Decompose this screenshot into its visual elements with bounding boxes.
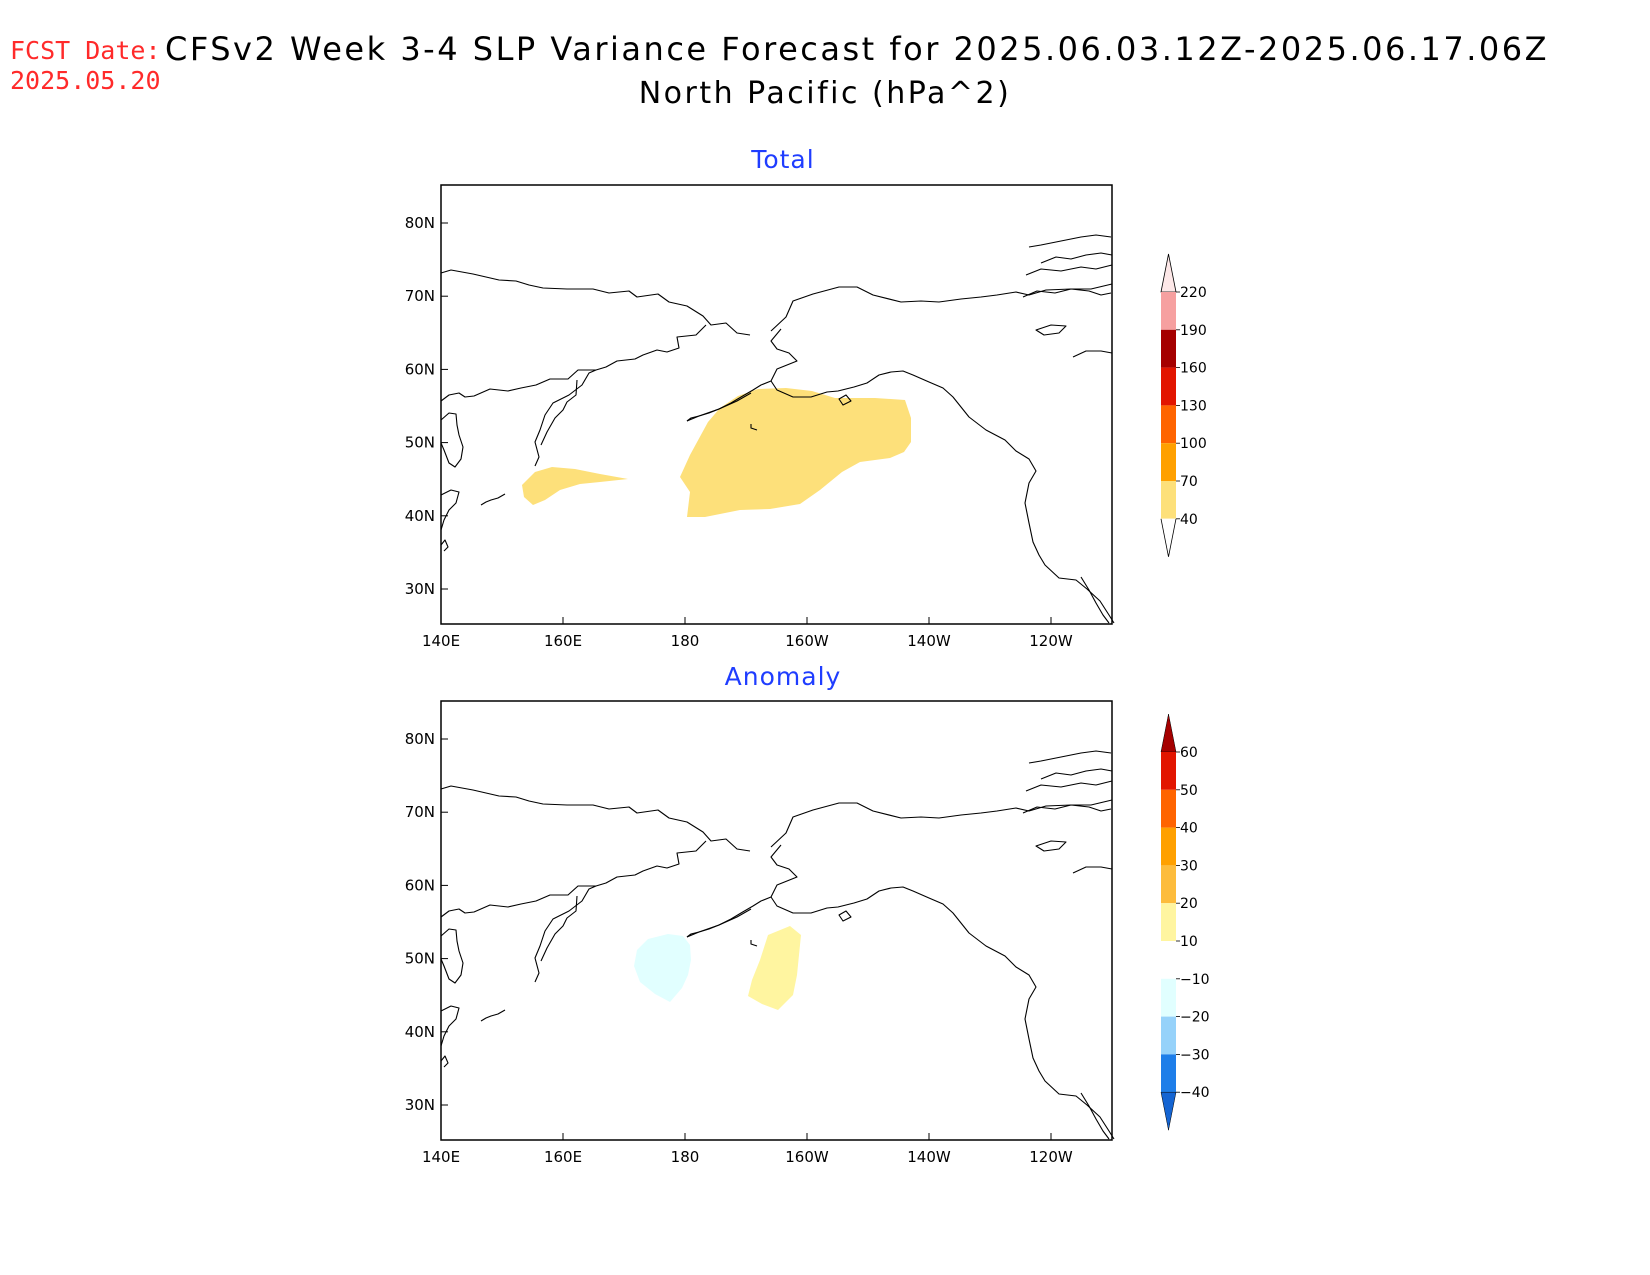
forecast-date-label: FCST Date: [10, 36, 161, 65]
lat-label-anomaly: 70N [405, 803, 435, 821]
colorbar-anomaly-label: 60 [1180, 745, 1198, 761]
panel-title-anomaly: Anomaly [725, 662, 842, 691]
lon-label-total: 140E [422, 632, 460, 650]
colorbar-anomaly-label: 20 [1180, 896, 1198, 912]
colorbar-total-label: 40 [1180, 512, 1198, 528]
shade-region-anomaly-positive [748, 926, 801, 1010]
colorbar-total-swatch [1161, 443, 1176, 481]
colorbar-anomaly-swatch [1161, 789, 1176, 828]
panel-title-total: Total [750, 145, 814, 174]
colorbar-total-label: 160 [1180, 361, 1207, 377]
lon-label-total: 120W [1029, 632, 1073, 650]
colorbar-anomaly-swatch [1161, 941, 1176, 979]
lat-label-total: 40N [405, 507, 435, 525]
lat-label-total: 50N [405, 434, 435, 452]
lon-label-anomaly: 160W [785, 1148, 829, 1166]
axis-ticks-anomaly: 80N 70N 60N 50N 40N 30N 140E 160E 180 160W 140W 120… [405, 730, 1073, 1166]
lat-label-anomaly: 40N [405, 1023, 435, 1041]
lon-label-total: 180 [671, 632, 700, 650]
colorbar-total-lower-arrow [1160, 518, 1177, 557]
panel-anomaly: Anomaly 80N 70N 60N 50N 40N 30N 140E 160E 180 160… [405, 662, 1115, 1166]
map-border-total [440, 184, 1113, 625]
colorbar-total-label: 130 [1180, 398, 1207, 414]
lat-label-total: 70N [405, 287, 435, 305]
map-border-anomaly [440, 700, 1113, 1141]
colorbar-total-label: 100 [1180, 436, 1207, 452]
shade-region-anomaly-negative [634, 934, 691, 1002]
lat-label-anomaly: 60N [405, 876, 435, 894]
lon-label-anomaly: 140W [907, 1148, 951, 1166]
colorbar-anomaly-label: −20 [1180, 1010, 1210, 1026]
lon-label-anomaly: 140E [422, 1148, 460, 1166]
colorbar-anomaly-label: −40 [1180, 1085, 1210, 1101]
colorbar-anomaly-upper-arrow [1160, 713, 1177, 753]
page-subtitle: North Pacific (hPa^2) [638, 76, 1012, 111]
colorbar-anomaly-label: −10 [1180, 972, 1210, 988]
colorbar-anomaly-label: 40 [1180, 821, 1198, 837]
lat-label-total: 80N [405, 214, 435, 232]
colorbar-total-swatch [1161, 481, 1176, 519]
colorbar-anomaly-label: 10 [1180, 934, 1198, 950]
shade-region-total-west [522, 467, 628, 505]
colorbar-total-swatch [1161, 405, 1176, 444]
lat-label-total: 30N [405, 580, 435, 598]
colorbar-total: 220 190 160 130 100 70 40 [1160, 253, 1207, 557]
lon-label-total: 140W [907, 632, 951, 650]
colorbar-anomaly-label: 50 [1180, 783, 1198, 799]
lat-label-anomaly: 30N [405, 1096, 435, 1114]
shade-region-total-main [680, 388, 911, 517]
lon-label-anomaly: 120W [1029, 1148, 1073, 1166]
shading-total [522, 388, 911, 517]
map-frame-anomaly [441, 701, 1112, 1140]
colorbar-total-label: 220 [1180, 285, 1207, 301]
colorbar-anomaly: 60 50 40 30 20 10 −10 −20 −30 −40 [1160, 713, 1210, 1131]
colorbar-anomaly-swatch [1161, 827, 1176, 866]
colorbar-total-swatch [1161, 292, 1176, 330]
colorbar-total-label: 70 [1180, 474, 1198, 490]
lat-label-anomaly: 50N [405, 950, 435, 968]
colorbar-anomaly-label: −30 [1180, 1047, 1210, 1063]
colorbar-anomaly-swatch [1161, 1054, 1176, 1093]
colorbar-total-upper-arrow [1160, 253, 1177, 293]
colorbar-total-swatch [1161, 329, 1176, 368]
lon-label-total: 160W [785, 632, 829, 650]
lat-label-total: 60N [405, 360, 435, 378]
page-title: CFSv2 Week 3-4 SLP Variance Forecast for… [165, 30, 1550, 68]
colorbar-anomaly-swatch [1161, 752, 1176, 790]
lon-label-anomaly: 160E [544, 1148, 582, 1166]
forecast-date-value: 2025.05.20 [10, 66, 161, 95]
lon-label-anomaly: 180 [671, 1148, 700, 1166]
lon-label-total: 160E [544, 632, 582, 650]
shading-anomaly [634, 926, 801, 1010]
forecast-date: FCST Date: 2025.05.20 [10, 36, 161, 96]
colorbar-anomaly-swatch [1161, 1016, 1176, 1055]
axis-ticks-total: 80N 70N 60N 50N 40N 30N 140E 160E 180 160W 140W 120… [405, 214, 1073, 650]
colorbar-anomaly-swatch [1161, 903, 1176, 941]
colorbar-total-label: 190 [1180, 323, 1207, 339]
colorbar-anomaly-lower-arrow [1160, 1091, 1177, 1131]
panel-total: Total 80N 70N 60N 50N 40N 30N 140E 160E 180 160W 1… [405, 145, 1115, 650]
colorbar-total-swatch [1161, 367, 1176, 406]
lat-label-anomaly: 80N [405, 730, 435, 748]
colorbar-anomaly-label: 30 [1180, 858, 1198, 874]
colorbar-anomaly-swatch [1161, 865, 1176, 904]
colorbar-anomaly-swatch [1161, 978, 1176, 1017]
